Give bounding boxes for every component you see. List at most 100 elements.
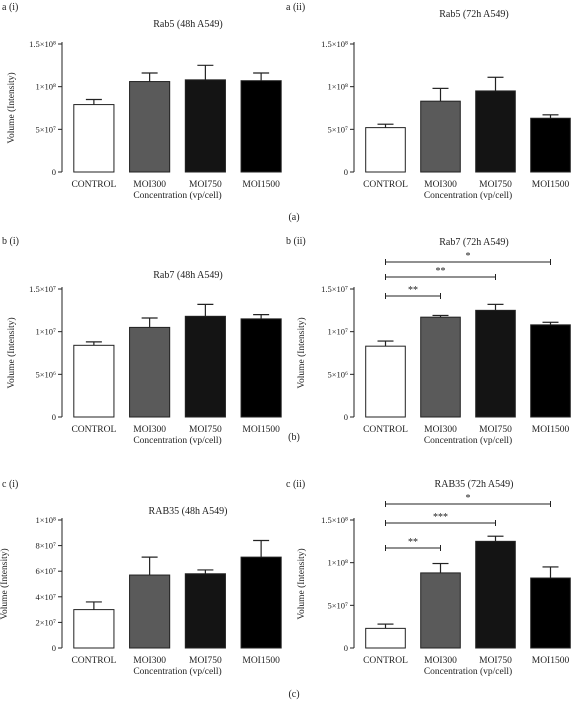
chart-title: Rab5 (72h A549): [439, 9, 508, 20]
bar-moi300: [129, 574, 171, 649]
y-axis-label: Volume (Intensity): [296, 548, 307, 619]
x-tick-label: MOI1500: [532, 656, 570, 666]
significance-label: *: [466, 493, 471, 504]
y-tick-label: 5×10⁷: [35, 124, 56, 134]
y-tick-label: 6×10⁷: [35, 566, 56, 576]
y-tick-label: 5×10⁶: [35, 369, 56, 379]
bar-control: [365, 345, 406, 418]
bar-moi750: [184, 79, 226, 173]
x-axis-label: Concentration (vp/cell): [424, 435, 512, 446]
y-tick-label: 8×10⁷: [35, 541, 56, 551]
bar-control: [73, 104, 115, 173]
bar-control: [73, 609, 115, 649]
bar-moi750: [184, 573, 226, 649]
y-axis-label: Volume (Intensity): [6, 72, 17, 143]
x-tick-label: MOI1500: [532, 180, 570, 190]
chart-panel-2: a (ii) Rab5 (72h A549) 0 5×10⁷ 1×10⁸ 1.5×10⁸ C…: [286, 2, 571, 201]
x-axis-label: Concentration (vp/cell): [424, 190, 512, 201]
x-tick-label: MOI750: [479, 180, 512, 190]
x-tick-label: MOI300: [133, 180, 166, 190]
row-label-b: (b): [288, 432, 300, 443]
x-tick-label: MOI750: [189, 656, 222, 666]
y-tick-label: 1×10⁷: [35, 327, 56, 337]
chart-title: RAB35 (48h A549): [149, 506, 228, 517]
x-tick-label: CONTROL: [71, 656, 116, 666]
x-tick-label: CONTROL: [71, 180, 116, 190]
panel-label: b (ii): [286, 236, 306, 247]
bar-moi1500: [240, 318, 282, 418]
x-tick-label: MOI750: [189, 180, 222, 190]
chart-panel-3: b (i) Rab7 (48h A549) 0 5×10⁶ 1×10⁷ 1.5×10⁷ Vo…: [2, 236, 282, 446]
x-tick-label: CONTROL: [363, 180, 408, 190]
bar-moi1500: [530, 577, 571, 649]
y-tick-label: 0: [344, 643, 348, 653]
y-tick-label: 5×10⁷: [327, 124, 348, 134]
y-tick-label: 1×10⁷: [327, 327, 348, 337]
x-axis-label: Concentration (vp/cell): [133, 190, 221, 201]
chart-title: Rab7 (72h A549): [439, 237, 508, 248]
x-tick-label: MOI1500: [242, 425, 280, 435]
panel-label: b (i): [2, 236, 19, 247]
bar-moi300: [420, 316, 461, 418]
y-tick-label: 4×10⁷: [35, 592, 56, 602]
x-tick-label: CONTROL: [71, 425, 116, 435]
y-tick-label: 1.5×10⁷: [321, 284, 348, 294]
x-tick-label: CONTROL: [363, 425, 408, 435]
bar-moi1500: [530, 117, 571, 173]
y-tick-label: 0: [52, 643, 56, 653]
bar-moi300: [129, 326, 171, 418]
bar-moi1500: [530, 324, 571, 418]
x-axis-label: Concentration (vp/cell): [133, 666, 221, 677]
x-tick-label: MOI1500: [242, 656, 280, 666]
y-tick-label: 1×10⁸: [35, 82, 56, 92]
row-label-a: (a): [288, 212, 299, 223]
x-tick-label: MOI300: [133, 656, 166, 666]
x-axis-label: Concentration (vp/cell): [424, 666, 512, 677]
y-tick-label: 1×10⁸: [327, 82, 348, 92]
chart-title: RAB35 (72h A549): [435, 479, 514, 490]
bar-control: [73, 344, 115, 418]
x-tick-label: MOI300: [424, 425, 457, 435]
y-tick-label: 1×10⁸: [35, 515, 56, 525]
significance-label: **: [436, 266, 446, 277]
bar-moi300: [420, 100, 461, 173]
chart-title: Rab7 (48h A549): [153, 270, 222, 281]
panel-label: c (i): [2, 479, 18, 490]
significance-label: ***: [433, 512, 448, 523]
bar-moi750: [184, 315, 226, 418]
x-tick-label: MOI300: [424, 180, 457, 190]
y-tick-label: 1.5×10⁸: [29, 39, 56, 49]
x-tick-label: MOI300: [424, 656, 457, 666]
bar-control: [365, 627, 406, 649]
bar-moi1500: [240, 80, 282, 173]
y-tick-label: 0: [52, 167, 56, 177]
y-tick-label: 1.5×10⁸: [321, 39, 348, 49]
chart-panel-1: a (i) Rab5 (48h A549) 0 5×10⁷ 1×10⁸ 1.5×10⁸ Vo…: [2, 2, 282, 201]
bar-moi300: [129, 81, 171, 173]
bar-moi300: [420, 572, 461, 649]
x-tick-label: MOI750: [479, 425, 512, 435]
x-tick-label: CONTROL: [363, 656, 408, 666]
significance-label: **: [408, 285, 418, 296]
x-tick-label: MOI750: [479, 656, 512, 666]
y-tick-label: 0: [52, 412, 56, 422]
significance-label: *: [466, 251, 471, 262]
y-tick-label: 0: [344, 412, 348, 422]
panel-label: a (i): [2, 2, 18, 13]
bar-moi750: [475, 90, 516, 173]
bar-moi1500: [240, 556, 282, 649]
significance-label: **: [408, 537, 418, 548]
x-tick-label: MOI750: [189, 425, 222, 435]
y-tick-label: 1.5×10⁷: [29, 284, 56, 294]
bar-moi750: [475, 309, 516, 418]
chart-panel-4: b (ii) Rab7 (72h A549) 0 5×10⁶ 1×10⁷ 1.5×10⁷ V…: [286, 236, 571, 446]
x-tick-label: MOI300: [133, 425, 166, 435]
y-tick-label: 1.5×10⁸: [321, 515, 348, 525]
chart-panel-6: c (ii) RAB35 (72h A549) 0 5×10⁷ 1×10⁸ 1.5×10⁸…: [286, 479, 571, 677]
chart-title: Rab5 (48h A549): [153, 19, 222, 30]
y-tick-label: 5×10⁶: [327, 369, 348, 379]
y-axis-label: Volume (Intensity): [6, 317, 17, 388]
x-axis-label: Concentration (vp/cell): [133, 435, 221, 446]
y-tick-label: 2×10⁷: [35, 617, 56, 627]
